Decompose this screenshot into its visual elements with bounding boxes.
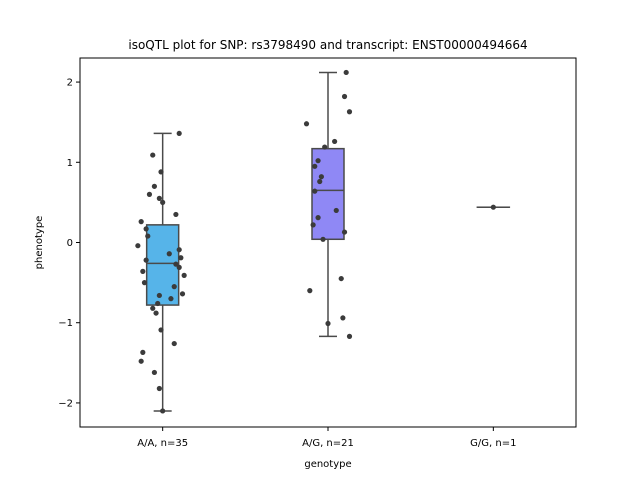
data-point <box>340 315 346 321</box>
data-point <box>176 264 182 270</box>
data-point <box>307 288 313 294</box>
data-point <box>145 233 151 239</box>
data-point <box>158 169 164 175</box>
data-point <box>312 188 318 194</box>
box-iqr <box>145 224 180 306</box>
y-tick-label: −2 <box>58 398 73 409</box>
data-point <box>150 152 156 158</box>
data-point <box>317 178 323 185</box>
data-point <box>179 291 186 297</box>
x-tick-label: A/G, n=21 <box>302 438 354 449</box>
data-point <box>343 69 349 76</box>
data-point <box>325 320 331 327</box>
data-point <box>181 272 187 278</box>
data-point <box>140 268 146 274</box>
data-point <box>138 358 144 364</box>
data-point <box>160 408 166 414</box>
y-axis: −2 −1 0 1 2 <box>58 78 80 409</box>
data-point <box>150 305 156 311</box>
data-point <box>312 163 318 169</box>
data-point <box>143 226 149 232</box>
data-point <box>320 236 326 242</box>
data-point <box>315 215 321 221</box>
data-point <box>332 138 338 145</box>
data-point <box>176 130 182 137</box>
data-point <box>156 385 162 392</box>
data-point <box>141 280 148 286</box>
data-point <box>178 255 184 261</box>
data-point <box>173 211 179 218</box>
data-point <box>138 219 144 225</box>
data-point <box>338 275 344 282</box>
data-point <box>151 369 157 376</box>
x-axis-label: genotype <box>304 459 351 470</box>
x-tick-label: A/A, n=35 <box>137 438 188 449</box>
box-iqr <box>311 147 345 241</box>
data-point <box>135 243 141 249</box>
y-axis-label: phenotype <box>34 216 45 270</box>
data-point <box>151 183 157 189</box>
data-point <box>158 327 164 333</box>
data-point <box>315 158 321 164</box>
data-point <box>322 144 328 150</box>
data-point <box>346 333 353 339</box>
data-point <box>341 229 348 235</box>
data-points <box>135 69 496 414</box>
data-point <box>140 349 146 355</box>
data-point <box>160 199 166 205</box>
data-point <box>171 284 177 290</box>
chart-title: isoQTL plot for SNP: rs3798490 and trans… <box>128 38 527 52</box>
data-point <box>176 247 182 253</box>
x-axis: A/A, n=35 A/G, n=21 G/G, n=1 <box>137 427 516 449</box>
data-point <box>143 257 149 263</box>
data-point <box>156 195 162 201</box>
data-point <box>490 204 496 210</box>
box-1 <box>311 71 345 338</box>
box-0 <box>145 132 180 412</box>
data-point <box>173 261 179 267</box>
plot-area <box>135 69 511 414</box>
data-point <box>333 207 339 214</box>
data-point <box>146 191 153 197</box>
y-tick-label: −1 <box>58 318 73 329</box>
data-point <box>346 109 353 115</box>
data-point <box>310 222 316 228</box>
y-tick-label: 1 <box>67 158 73 169</box>
data-point <box>168 296 174 302</box>
y-tick-label: 2 <box>67 78 73 89</box>
data-point <box>171 340 177 347</box>
data-point <box>166 251 172 257</box>
data-point <box>303 121 310 127</box>
data-point <box>156 292 162 299</box>
y-tick-label: 0 <box>67 238 73 249</box>
data-point <box>153 310 159 316</box>
data-point <box>318 174 324 180</box>
data-point <box>155 300 161 307</box>
data-point <box>341 93 348 100</box>
x-tick-label: G/G, n=1 <box>470 438 516 449</box>
